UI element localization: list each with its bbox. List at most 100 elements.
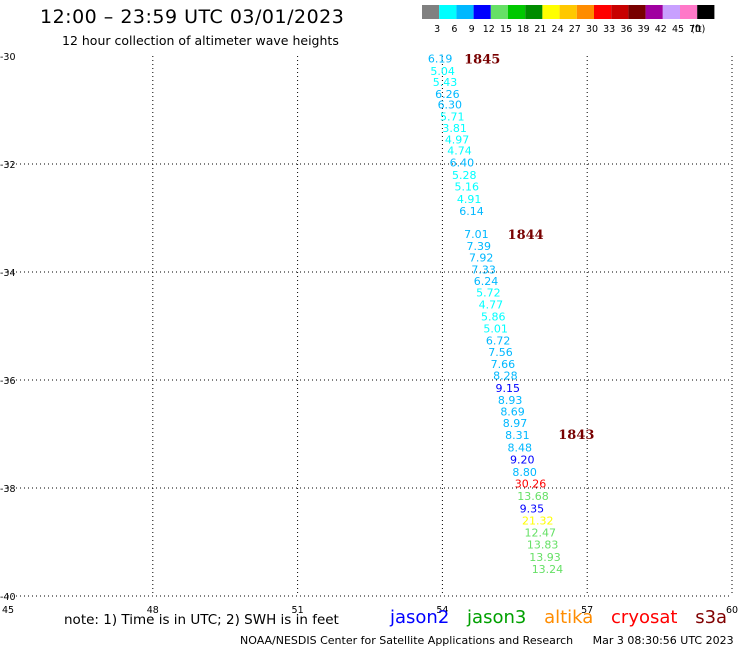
colorbar-swatch bbox=[594, 5, 612, 19]
lat-tick-label: -38 bbox=[0, 484, 16, 495]
wave-height-value: 7.01 bbox=[464, 228, 489, 241]
wave-height-value: 7.39 bbox=[467, 240, 492, 253]
wave-height-value: 13.68 bbox=[517, 490, 549, 503]
colorbar-swatch bbox=[525, 5, 543, 19]
legend-jason2: jason2 bbox=[390, 607, 450, 628]
lat-tick-label: -30 bbox=[0, 52, 16, 63]
colorbar-swatch bbox=[439, 5, 457, 19]
wave-height-value: 5.16 bbox=[454, 181, 479, 194]
colorbar-swatch bbox=[628, 5, 646, 19]
colorbar-tick-label: 70 bbox=[689, 24, 701, 35]
colorbar-swatch bbox=[508, 5, 526, 19]
wave-height-value: 7.92 bbox=[469, 251, 494, 264]
colorbar-tick-label: 18 bbox=[517, 24, 529, 35]
note-text: note: 1) Time is in UTC; 2) SWH is in fe… bbox=[64, 612, 339, 628]
colorbar-tick-label: 36 bbox=[620, 24, 632, 35]
colorbar-tick-label: 33 bbox=[603, 24, 615, 35]
colorbar-tick-label: 30 bbox=[586, 24, 598, 35]
wave-height-value: 12.47 bbox=[524, 526, 556, 539]
wave-height-value: 5.28 bbox=[452, 169, 477, 182]
colorbar-swatch bbox=[559, 5, 577, 19]
colorbar-tick-label: 42 bbox=[655, 24, 667, 35]
chart-title: 12:00 – 23:59 UTC 03/01/2023 bbox=[40, 6, 345, 28]
legend-s3a: s3a bbox=[695, 607, 728, 628]
wave-height-value: 13.83 bbox=[527, 539, 559, 552]
lon-tick-label: 60 bbox=[726, 605, 738, 616]
colorbar-swatch bbox=[662, 5, 680, 19]
colorbar-swatch bbox=[490, 5, 508, 19]
lon-tick-label: 51 bbox=[292, 605, 304, 616]
colorbar-tick-label: 12 bbox=[483, 24, 495, 35]
lon-tick-label: 57 bbox=[581, 605, 593, 616]
satellite-legend: jason2 jason3 altika cryosat s3a bbox=[390, 607, 739, 628]
legend-jason3: jason3 bbox=[467, 607, 527, 628]
wave-height-value: 30.26 bbox=[515, 478, 547, 491]
colorbar-swatch bbox=[680, 5, 698, 19]
wave-height-value: 5.04 bbox=[430, 65, 455, 78]
wave-height-value: 6.19 bbox=[428, 53, 453, 66]
colorbar-swatch bbox=[473, 5, 491, 19]
wave-height-value: 8.80 bbox=[512, 466, 537, 479]
lon-tick-label: 54 bbox=[436, 605, 448, 616]
colorbar-tick-label: 24 bbox=[552, 24, 564, 35]
legend-cryosat: cryosat bbox=[611, 607, 678, 628]
colorbar-tick-label: 15 bbox=[500, 24, 512, 35]
wave-height-value: 7.56 bbox=[488, 346, 512, 359]
chart-subtitle: 12 hour collection of altimeter wave hei… bbox=[62, 33, 339, 48]
wave-height-value: 5.43 bbox=[433, 76, 458, 89]
time-label: 1844 bbox=[508, 228, 544, 243]
wave-height-value: 9.15 bbox=[495, 382, 520, 395]
lon-tick-label: 45 bbox=[2, 605, 14, 616]
colorbar-swatch bbox=[645, 5, 663, 19]
wave-height-value: 13.24 bbox=[532, 563, 564, 576]
wave-height-value: 9.35 bbox=[520, 503, 545, 516]
footer-credit: NOAA/NESDIS Center for Satellite Applica… bbox=[240, 634, 574, 647]
colorbar-tick-label: 45 bbox=[672, 24, 684, 35]
wave-height-value: 5.71 bbox=[440, 110, 465, 123]
legend-altika: altika bbox=[544, 607, 594, 628]
wave-height-value: 9.20 bbox=[510, 453, 535, 466]
colorbar-tick-label: 3 bbox=[434, 24, 440, 35]
colorbar-unit: (ft) bbox=[691, 24, 705, 35]
colorbar-swatch bbox=[542, 5, 560, 19]
wave-height-value: 6.30 bbox=[438, 99, 463, 112]
footer: NOAA/NESDIS Center for Satellite Applica… bbox=[240, 634, 734, 647]
colorbar-swatch bbox=[697, 5, 715, 19]
wave-height-value: 6.14 bbox=[459, 205, 484, 218]
wave-height-value: 5.86 bbox=[481, 310, 506, 323]
time-label: 1845 bbox=[464, 53, 500, 68]
wave-height-value: 5.72 bbox=[476, 287, 501, 300]
colorbar-swatch bbox=[611, 5, 629, 19]
colorbar-tick-label: 9 bbox=[469, 24, 475, 35]
colorbar-swatch bbox=[456, 5, 474, 19]
lat-tick-label: -36 bbox=[0, 376, 16, 387]
wave-height-value: 8.93 bbox=[498, 394, 523, 407]
colorbar-tick-label: 21 bbox=[534, 24, 546, 35]
wave-height-colorbar: 3 6 9 12 15 18 21 24 27 30 33 36 39 42 45 70(ft) bbox=[422, 5, 715, 35]
wave-height-value: 7.33 bbox=[471, 263, 496, 276]
wave-height-value: 4.91 bbox=[457, 193, 482, 206]
wave-height-value: 13.93 bbox=[529, 551, 561, 564]
colorbar-tick-label: 27 bbox=[569, 24, 581, 35]
lon-tick-label: 48 bbox=[147, 605, 159, 616]
colorbar-tick-label: 6 bbox=[451, 24, 457, 35]
colorbar-swatch bbox=[422, 5, 440, 19]
wave-height-value: 8.97 bbox=[503, 417, 528, 430]
wave-height-value: 6.24 bbox=[474, 275, 499, 288]
wave-height-value: 21.32 bbox=[522, 514, 554, 527]
wave-height-value: 8.48 bbox=[508, 442, 533, 455]
lat-tick-label: -34 bbox=[0, 268, 16, 279]
wave-height-value: 8.31 bbox=[505, 429, 530, 442]
wave-height-value: 6.40 bbox=[450, 156, 475, 169]
wave-height-value: 3.81 bbox=[442, 122, 467, 135]
wave-height-value: 4.77 bbox=[479, 298, 504, 311]
wave-height-value: 8.69 bbox=[500, 405, 525, 418]
lat-tick-label: -40 bbox=[0, 592, 16, 603]
time-label: 1843 bbox=[558, 428, 594, 443]
wave-height-value: 6.72 bbox=[486, 335, 511, 348]
footer-timestamp: Mar 3 08:30:56 UTC 2023 bbox=[592, 634, 734, 647]
colorbar-swatch bbox=[576, 5, 594, 19]
wave-height-value: 4.74 bbox=[447, 145, 472, 158]
colorbar-tick-label: 39 bbox=[638, 24, 650, 35]
